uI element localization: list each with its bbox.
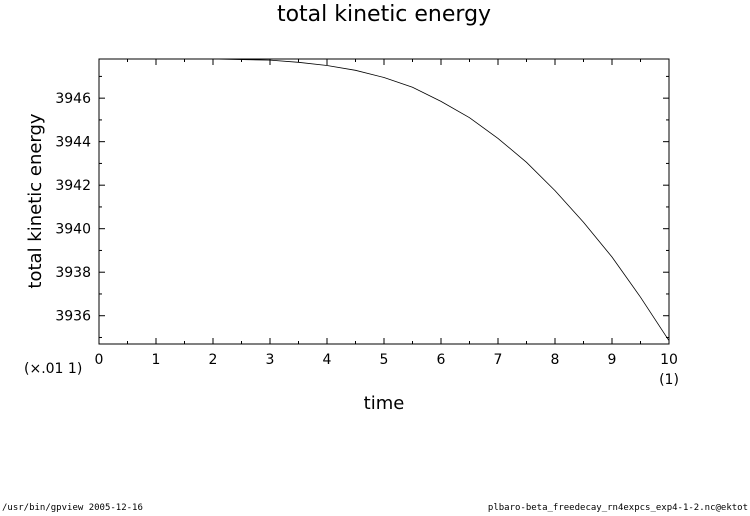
y-tick-label: 3936 — [55, 309, 91, 325]
x-tick-label: 10 — [660, 352, 678, 368]
y-tick-label: 3938 — [55, 265, 91, 281]
x-axis-scale-note: (×.01 1) — [24, 361, 82, 377]
x-tick-label: 7 — [494, 352, 503, 368]
y-tick-label: 3940 — [55, 222, 91, 238]
x-tick-label: 4 — [323, 352, 332, 368]
y-tick-label: 3946 — [55, 91, 91, 107]
y-tick-label: 3944 — [55, 135, 91, 151]
x-tick-label: 5 — [380, 352, 389, 368]
x-tick-label: 3 — [266, 352, 275, 368]
y-axis-label: total kinetic energy — [25, 113, 46, 289]
x-tick-label: 9 — [608, 352, 617, 368]
x-tick-label: 1 — [152, 352, 161, 368]
series-line — [99, 58, 670, 341]
x-tick-label: 6 — [437, 352, 446, 368]
y-axis-ticks: 3936 3938 3940 3942 3944 3946 — [55, 75, 669, 338]
series-layer — [99, 58, 670, 341]
x-axis-ticks: 0 1 2 3 4 5 6 7 8 9 10 — [95, 59, 678, 368]
y-tick-label: 3942 — [55, 178, 91, 194]
x-axis-label: time — [364, 393, 405, 414]
plot-frame — [98, 58, 670, 345]
footer-right-text: plbaro-beta_freedecay_rn4expcs_exp4-1-2.… — [487, 503, 748, 513]
x-tick-label: 2 — [209, 352, 218, 368]
footer-left-text: /usr/bin/gpview 2005-12-16 — [2, 503, 143, 513]
x-tick-label: 0 — [95, 352, 104, 368]
x-axis-unit-note: (1) — [659, 372, 679, 388]
chart-title: total kinetic energy — [277, 2, 491, 27]
x-tick-label: 8 — [551, 352, 560, 368]
